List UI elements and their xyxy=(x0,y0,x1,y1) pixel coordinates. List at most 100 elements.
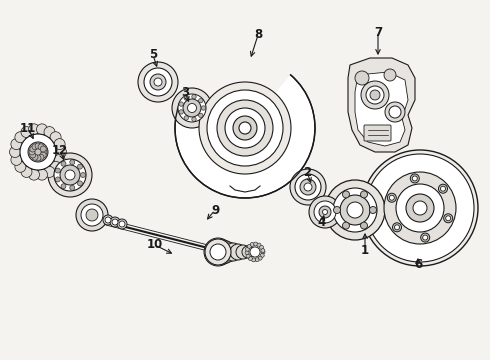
Circle shape xyxy=(410,174,419,183)
Circle shape xyxy=(154,78,162,86)
Circle shape xyxy=(211,240,235,264)
Circle shape xyxy=(54,159,86,191)
Circle shape xyxy=(366,154,474,262)
Circle shape xyxy=(446,216,451,221)
Circle shape xyxy=(250,247,260,257)
Circle shape xyxy=(35,155,41,161)
Circle shape xyxy=(224,243,242,261)
Circle shape xyxy=(325,180,385,240)
Circle shape xyxy=(30,146,36,152)
Polygon shape xyxy=(355,72,408,146)
Text: 8: 8 xyxy=(254,28,262,41)
Wedge shape xyxy=(177,56,291,128)
Circle shape xyxy=(81,204,103,226)
Circle shape xyxy=(309,196,341,228)
Circle shape xyxy=(369,207,376,213)
Circle shape xyxy=(225,108,265,148)
Text: 4: 4 xyxy=(318,216,326,229)
Circle shape xyxy=(179,102,183,106)
Circle shape xyxy=(54,139,65,150)
Circle shape xyxy=(290,169,326,205)
Circle shape xyxy=(70,185,75,190)
Circle shape xyxy=(258,256,262,260)
Circle shape xyxy=(65,170,75,180)
Circle shape xyxy=(112,219,118,225)
Circle shape xyxy=(198,113,203,118)
Circle shape xyxy=(319,206,331,218)
Circle shape xyxy=(144,68,172,96)
Text: 9: 9 xyxy=(211,203,219,216)
Circle shape xyxy=(362,150,478,266)
Circle shape xyxy=(15,132,26,143)
Circle shape xyxy=(192,117,196,122)
Circle shape xyxy=(15,161,26,172)
Circle shape xyxy=(150,74,166,90)
Circle shape xyxy=(370,90,380,100)
Text: 12: 12 xyxy=(52,144,68,157)
Circle shape xyxy=(55,177,60,182)
Circle shape xyxy=(50,161,61,172)
Circle shape xyxy=(261,249,265,253)
Circle shape xyxy=(205,239,231,265)
Circle shape xyxy=(21,166,32,177)
Circle shape xyxy=(192,94,196,99)
Circle shape xyxy=(61,161,66,166)
Text: 1: 1 xyxy=(361,243,369,256)
Circle shape xyxy=(421,233,430,242)
Text: 2: 2 xyxy=(303,166,311,179)
FancyBboxPatch shape xyxy=(364,125,391,141)
Circle shape xyxy=(233,116,257,140)
Circle shape xyxy=(38,154,44,160)
Circle shape xyxy=(394,225,399,230)
Circle shape xyxy=(361,222,368,229)
Circle shape xyxy=(55,147,67,158)
Circle shape xyxy=(392,223,401,232)
Circle shape xyxy=(60,165,80,185)
Circle shape xyxy=(340,195,370,225)
Circle shape xyxy=(183,99,201,117)
Circle shape xyxy=(38,144,44,150)
Circle shape xyxy=(390,195,394,200)
Text: 11: 11 xyxy=(20,122,36,135)
Circle shape xyxy=(172,88,212,128)
Circle shape xyxy=(385,102,405,122)
Circle shape xyxy=(70,160,75,165)
Circle shape xyxy=(36,169,48,180)
Circle shape xyxy=(242,246,254,258)
Circle shape xyxy=(77,181,82,186)
Circle shape xyxy=(9,147,21,158)
Circle shape xyxy=(32,144,38,150)
Circle shape xyxy=(334,207,341,213)
Circle shape xyxy=(412,176,417,181)
Circle shape xyxy=(76,199,108,231)
Circle shape xyxy=(355,71,369,85)
Circle shape xyxy=(184,116,189,120)
Circle shape xyxy=(11,154,22,165)
Circle shape xyxy=(204,238,232,266)
Text: 7: 7 xyxy=(374,26,382,39)
Circle shape xyxy=(333,188,377,232)
Circle shape xyxy=(54,154,65,165)
Circle shape xyxy=(29,149,35,155)
Circle shape xyxy=(77,164,82,169)
Circle shape xyxy=(201,106,206,110)
Circle shape xyxy=(300,179,316,195)
Circle shape xyxy=(86,209,98,221)
Circle shape xyxy=(248,257,252,261)
Circle shape xyxy=(217,100,273,156)
Circle shape xyxy=(20,134,56,170)
Circle shape xyxy=(260,253,264,257)
Circle shape xyxy=(210,244,226,260)
Circle shape xyxy=(443,214,453,223)
Circle shape xyxy=(396,184,444,232)
Circle shape xyxy=(246,254,250,258)
Circle shape xyxy=(61,184,66,189)
Circle shape xyxy=(207,90,283,166)
Circle shape xyxy=(199,82,291,174)
Circle shape xyxy=(384,172,456,244)
Circle shape xyxy=(389,106,401,118)
Circle shape xyxy=(255,258,259,262)
Circle shape xyxy=(36,124,48,135)
Circle shape xyxy=(41,149,47,155)
Circle shape xyxy=(314,201,336,223)
